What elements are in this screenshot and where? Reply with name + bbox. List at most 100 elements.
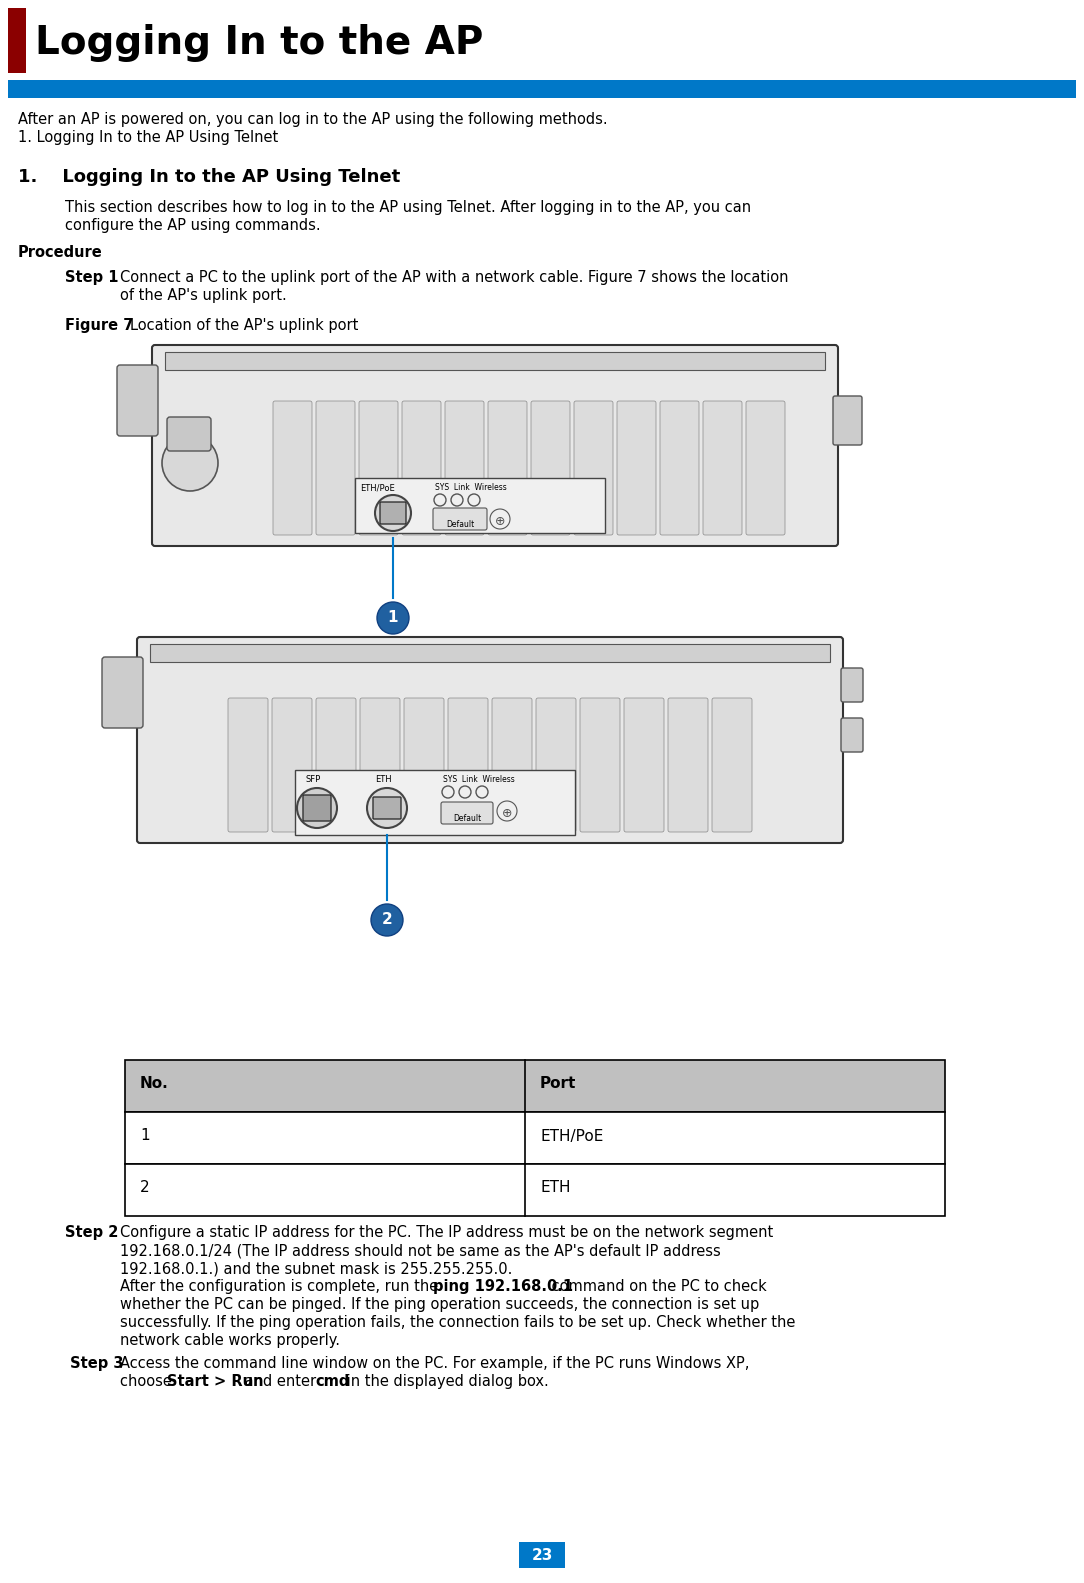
- Text: 192.168.0.1.) and the subnet mask is 255.255.255.0.: 192.168.0.1.) and the subnet mask is 255…: [120, 1262, 513, 1276]
- Text: Location of the AP's uplink port: Location of the AP's uplink port: [130, 318, 359, 332]
- Text: This section describes how to log in to the AP using Telnet. After logging in to: This section describes how to log in to …: [65, 199, 751, 215]
- FancyBboxPatch shape: [488, 400, 527, 535]
- Text: and enter: and enter: [240, 1374, 321, 1388]
- Circle shape: [442, 787, 454, 798]
- Bar: [125, 1164, 945, 1216]
- FancyBboxPatch shape: [704, 400, 743, 535]
- Text: Step 1: Step 1: [65, 271, 118, 285]
- FancyBboxPatch shape: [167, 416, 211, 451]
- Circle shape: [434, 494, 446, 507]
- Text: No.: No.: [140, 1076, 169, 1092]
- Text: Step 3: Step 3: [65, 1357, 124, 1371]
- Text: network cable works properly.: network cable works properly.: [120, 1333, 340, 1349]
- Text: 1. Logging In to the AP Using Telnet: 1. Logging In to the AP Using Telnet: [18, 130, 279, 146]
- FancyBboxPatch shape: [617, 400, 656, 535]
- Text: SYS  Link  Wireless: SYS Link Wireless: [443, 776, 515, 784]
- Bar: [125, 1111, 945, 1164]
- Text: Start > Run: Start > Run: [167, 1374, 263, 1388]
- Text: Logging In to the AP: Logging In to the AP: [35, 24, 483, 62]
- FancyBboxPatch shape: [228, 698, 268, 833]
- Text: choose: choose: [120, 1374, 177, 1388]
- FancyBboxPatch shape: [531, 400, 570, 535]
- Circle shape: [468, 494, 480, 507]
- Text: whether the PC can be pinged. If the ping operation succeeds, the connection is : whether the PC can be pinged. If the pin…: [120, 1296, 759, 1312]
- FancyBboxPatch shape: [380, 502, 406, 524]
- FancyBboxPatch shape: [272, 698, 312, 833]
- Text: Connect a PC to the uplink port of the AP with a network cable. Figure 7 shows t: Connect a PC to the uplink port of the A…: [120, 271, 788, 285]
- Text: cmd: cmd: [315, 1374, 349, 1388]
- FancyBboxPatch shape: [841, 668, 863, 701]
- FancyBboxPatch shape: [373, 796, 401, 818]
- FancyBboxPatch shape: [660, 400, 699, 535]
- FancyBboxPatch shape: [359, 400, 398, 535]
- Text: 1: 1: [388, 609, 398, 625]
- FancyBboxPatch shape: [441, 803, 493, 825]
- FancyBboxPatch shape: [433, 508, 487, 530]
- FancyBboxPatch shape: [580, 698, 620, 833]
- Bar: [519, 1542, 565, 1569]
- Bar: [150, 644, 830, 662]
- Text: After the configuration is complete, run the: After the configuration is complete, run…: [120, 1279, 443, 1293]
- Bar: [165, 351, 825, 370]
- FancyBboxPatch shape: [841, 719, 863, 752]
- FancyBboxPatch shape: [448, 698, 488, 833]
- Text: 1: 1: [140, 1129, 150, 1143]
- Text: Default: Default: [446, 519, 474, 529]
- FancyBboxPatch shape: [712, 698, 752, 833]
- Text: 192.168.0.1/24 (The IP address should not be same as the AP's default IP address: 192.168.0.1/24 (The IP address should no…: [120, 1243, 721, 1258]
- Text: 2: 2: [140, 1181, 150, 1195]
- Text: Port: Port: [540, 1076, 577, 1092]
- FancyBboxPatch shape: [360, 698, 400, 833]
- Circle shape: [476, 787, 488, 798]
- Text: Configure a static IP address for the PC. The IP address must be on the network : Configure a static IP address for the PC…: [120, 1225, 773, 1239]
- Text: SYS  Link  Wireless: SYS Link Wireless: [435, 483, 506, 492]
- FancyBboxPatch shape: [152, 345, 838, 546]
- FancyBboxPatch shape: [117, 366, 158, 435]
- Bar: [295, 769, 575, 834]
- Text: ping 192.168.0.1: ping 192.168.0.1: [433, 1279, 573, 1293]
- Circle shape: [375, 495, 411, 530]
- Text: SFP: SFP: [305, 776, 320, 784]
- Text: Figure 7: Figure 7: [65, 318, 133, 332]
- Text: ETH/PoE: ETH/PoE: [360, 483, 395, 492]
- Text: ⊕: ⊕: [502, 807, 513, 820]
- FancyBboxPatch shape: [535, 698, 576, 833]
- Text: 1.    Logging In to the AP Using Telnet: 1. Logging In to the AP Using Telnet: [18, 168, 400, 185]
- Text: command on the PC to check: command on the PC to check: [547, 1279, 766, 1293]
- FancyBboxPatch shape: [624, 698, 664, 833]
- Text: ETH/PoE: ETH/PoE: [540, 1129, 604, 1143]
- Circle shape: [459, 787, 472, 798]
- FancyBboxPatch shape: [304, 795, 331, 822]
- Circle shape: [490, 510, 509, 529]
- Text: configure the AP using commands.: configure the AP using commands.: [65, 218, 321, 233]
- FancyBboxPatch shape: [137, 636, 843, 844]
- FancyBboxPatch shape: [404, 698, 444, 833]
- Text: ETH: ETH: [375, 776, 391, 784]
- Bar: [8, 81, 1076, 98]
- Text: ⊕: ⊕: [494, 514, 505, 529]
- Text: Access the command line window on the PC. For example, if the PC runs Windows XP: Access the command line window on the PC…: [120, 1357, 749, 1371]
- Bar: [354, 478, 605, 533]
- FancyBboxPatch shape: [317, 400, 354, 535]
- Text: Step 2: Step 2: [65, 1225, 118, 1239]
- FancyBboxPatch shape: [833, 396, 862, 445]
- Circle shape: [297, 788, 337, 828]
- FancyBboxPatch shape: [273, 400, 312, 535]
- Circle shape: [496, 801, 517, 822]
- Circle shape: [162, 435, 218, 491]
- Text: of the AP's uplink port.: of the AP's uplink port.: [120, 288, 287, 302]
- Text: ETH: ETH: [540, 1181, 570, 1195]
- Text: in the displayed dialog box.: in the displayed dialog box.: [341, 1374, 549, 1388]
- Circle shape: [367, 788, 406, 828]
- Circle shape: [377, 602, 409, 635]
- FancyBboxPatch shape: [668, 698, 708, 833]
- FancyBboxPatch shape: [402, 400, 441, 535]
- FancyBboxPatch shape: [102, 657, 143, 728]
- FancyBboxPatch shape: [492, 698, 532, 833]
- Text: successfully. If the ping operation fails, the connection fails to be set up. Ch: successfully. If the ping operation fail…: [120, 1315, 796, 1330]
- FancyBboxPatch shape: [575, 400, 612, 535]
- FancyBboxPatch shape: [317, 698, 356, 833]
- Text: Procedure: Procedure: [18, 245, 103, 260]
- Text: After an AP is powered on, you can log in to the AP using the following methods.: After an AP is powered on, you can log i…: [18, 112, 608, 127]
- Circle shape: [371, 904, 403, 936]
